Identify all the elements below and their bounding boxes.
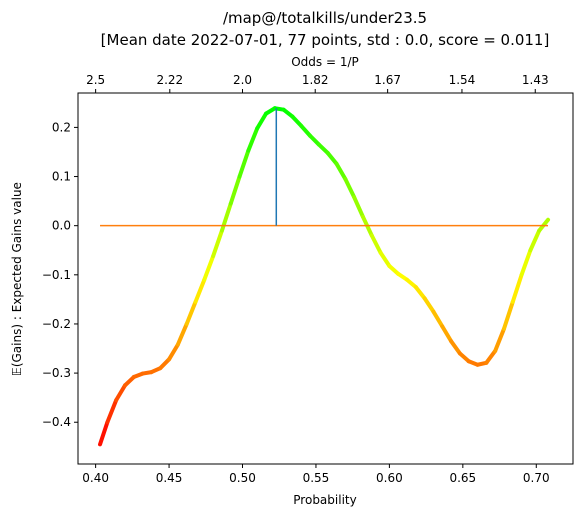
gains-curve-segment — [519, 248, 533, 277]
gains-curve-segment — [484, 348, 498, 365]
top-axis: 2.5 2.22 2.0 1.82 1.67 1.54 1.43 — [86, 73, 549, 93]
y-tick-label: −0.3 — [42, 366, 71, 380]
gains-curve-segment — [158, 357, 172, 371]
gains-curve-segment — [193, 277, 207, 304]
gains-curve-segment — [290, 114, 304, 128]
gains-curve-segment — [369, 233, 383, 255]
gains-curve-segment — [325, 150, 339, 166]
gains-curve-segment — [413, 285, 427, 301]
top-axis-label: Odds = 1/P — [291, 55, 359, 69]
gains-curve-segment — [255, 111, 269, 131]
plot-frame — [77, 92, 574, 465]
gains-curve-segment — [343, 176, 357, 200]
gains-curve-segment — [202, 254, 216, 282]
gains-curve-segment — [308, 133, 321, 147]
gains-curve-segment — [299, 123, 313, 138]
gains-curve-segment — [493, 326, 506, 353]
gains-curve-segment — [510, 272, 524, 304]
gains-curve-segment — [352, 195, 365, 219]
x-tick-label: 0.40 — [82, 471, 109, 485]
y-tick-label: −0.2 — [42, 317, 71, 331]
bottom-axis: 0.40 0.45 0.50 0.55 0.60 0.65 0.70 — [82, 464, 550, 485]
gains-curve-segment — [184, 299, 198, 326]
gains-curve-segment — [211, 228, 224, 259]
y-tick-label: 0.2 — [52, 120, 71, 134]
top-tick-label: 2.5 — [86, 73, 105, 87]
top-tick-label: 1.67 — [374, 73, 401, 87]
y-axis-label: 𝔼(Gains) : Expected Gains value — [10, 182, 24, 376]
top-tick-label: 1.54 — [449, 73, 476, 87]
x-tick-label: 0.45 — [156, 471, 183, 485]
y-tick-label: −0.1 — [42, 268, 71, 282]
gains-curve-segment — [228, 174, 242, 206]
x-tick-label: 0.60 — [376, 471, 403, 485]
x-axis-label: Probability — [293, 493, 356, 507]
top-tick-label: 2.0 — [233, 73, 252, 87]
gains-curve-segment — [316, 142, 330, 155]
gains-curve-segment — [334, 161, 348, 181]
x-tick-label: 0.55 — [303, 471, 330, 485]
gains-curve-segment — [528, 228, 542, 253]
gains-curve-segment — [237, 148, 251, 179]
left-axis: −0.4 −0.3 −0.2 −0.1 0.0 0.1 0.2 — [42, 120, 78, 429]
x-tick-label: 0.65 — [449, 471, 476, 485]
x-tick-label: 0.70 — [523, 471, 550, 485]
gains-curve-segment — [449, 339, 462, 356]
chart-title: /map@/totalkills/under23.5 — [223, 9, 427, 27]
plot-layer — [98, 106, 551, 447]
top-tick-label: 2.22 — [156, 73, 183, 87]
gains-curve-segment — [378, 250, 392, 268]
x-tick-label: 0.50 — [229, 471, 256, 485]
gains-curve-segment — [440, 324, 454, 344]
top-tick-label: 1.82 — [302, 73, 329, 87]
gains-curve-segment — [105, 398, 119, 425]
gains-curve-segment — [175, 321, 189, 347]
gains-curve-segment — [246, 126, 260, 153]
chart-subtitle: [Mean date 2022-07-01, 77 points, std : … — [101, 31, 550, 49]
gains-curve-segment — [114, 383, 128, 403]
gains-curve-segment — [123, 375, 136, 388]
y-tick-label: −0.4 — [42, 415, 71, 429]
gains-curve-segment — [501, 299, 515, 331]
gains-curve-segment — [422, 296, 436, 314]
gains-curve-segment — [167, 342, 180, 362]
gains-curve-segment — [98, 420, 110, 447]
gains-curve-segment — [431, 309, 445, 329]
top-tick-label: 1.43 — [522, 73, 549, 87]
y-tick-label: 0.1 — [52, 170, 71, 184]
y-tick-label: 0.0 — [52, 219, 71, 233]
gains-curve-segment — [219, 201, 233, 233]
